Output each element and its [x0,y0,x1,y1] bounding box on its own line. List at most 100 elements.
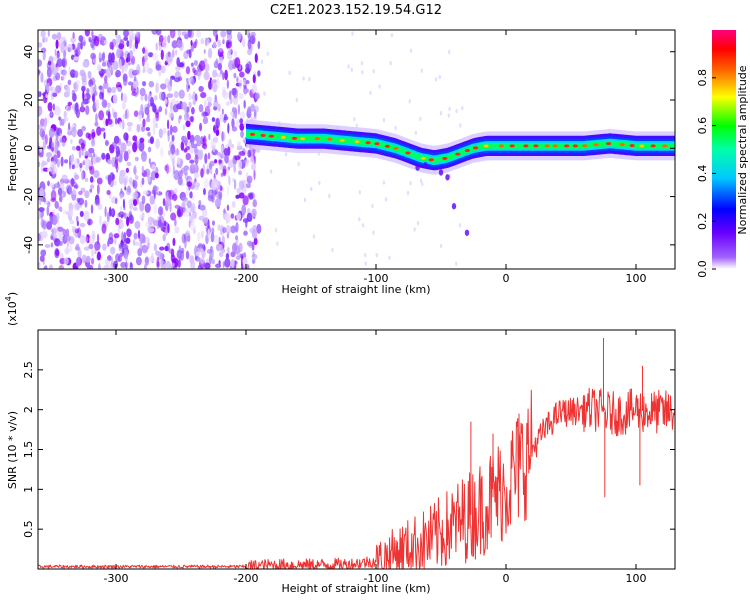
heatmap-cell [77,42,82,50]
heatmap-cell [196,30,202,38]
heatmap-cell [189,159,195,164]
heatmap-cell [107,111,111,122]
heatmap-cell [202,111,209,117]
heatmap-cell [58,230,63,241]
heatmap-cell [133,232,138,240]
heatmap-cell [193,228,196,235]
heatmap-cell [409,48,413,53]
colorbar-tick-label: 0.4 [696,165,709,183]
heatmap-cell [76,145,81,151]
heatmap-cell [84,177,89,183]
heatmap-cell [202,142,208,150]
heatmap-cell [176,249,182,259]
heatmap-cell [121,65,125,74]
heatmap-cell [156,256,160,268]
heatmap-cell [165,195,172,207]
heatmap-cell [226,247,230,254]
heatmap-cell [90,84,93,94]
heatmap-cell [170,144,176,155]
heatmap-cell [207,219,210,229]
heatmap-cell [447,49,451,55]
heatmap-cell [140,95,144,101]
heatmap-cell [43,121,46,132]
heatmap-cell [230,258,235,268]
heatmap-cell [38,161,41,167]
ridge-hotspot [650,144,656,148]
heatmap-cell [206,38,210,45]
y-tick-label: 0.5 [22,520,35,538]
heatmap-cell [288,70,291,76]
heatmap-cell [195,251,201,257]
heatmap-cell [203,71,210,81]
heatmap-cell [104,206,107,218]
heatmap-cell [61,209,67,214]
heatmap-cell [60,156,64,167]
heatmap-cell [185,152,192,161]
heatmap-cell [71,126,77,138]
heatmap-cell [135,31,140,38]
heatmap-cell [158,44,162,52]
heatmap-cell [243,86,248,95]
heatmap-cell [103,81,109,90]
heatmap-cell [166,119,170,130]
heatmap-cell [190,62,194,67]
heatmap-cell [100,127,106,132]
heatmap-cell [58,116,61,121]
heatmap-cell [439,243,443,249]
heatmap-cell [201,111,208,118]
heatmap-cell [361,223,365,228]
heatmap-cell [408,99,411,104]
snr-series [38,337,675,569]
heatmap-cell [375,252,378,258]
heatmap-cell [215,129,220,136]
heatmap-cell [231,242,238,253]
heatmap-cell [123,36,129,41]
ridge-hotspot [405,151,411,155]
heatmap-cell [56,58,63,68]
heatmap-cell [65,228,70,237]
heatmap-cell [221,108,224,115]
heatmap-cell [238,242,243,253]
heatmap-cell [135,256,142,266]
heatmap-cell [106,211,110,223]
heatmap-cell [166,93,174,99]
heatmap-cell [170,212,177,221]
heatmap-cell [246,175,253,184]
ridge-hotspot [420,156,426,160]
heatmap-cell [211,220,215,226]
heatmap-cell [113,233,120,239]
heatmap-cell [167,223,170,234]
heatmap-cell [71,145,76,151]
heatmap-cell [162,210,166,217]
heatmap-cell [233,50,238,58]
heatmap-cell [177,177,183,186]
heatmap-cell [155,250,160,256]
heatmap-cell [147,131,151,137]
heatmap-cell [172,170,175,177]
heatmap-cell [187,85,190,90]
heatmap-cell [124,254,128,262]
heatmap-cell [152,52,159,61]
heatmap-cell [226,30,232,36]
heatmap-cell [219,225,225,236]
heatmap-cell [44,264,48,269]
ridge-hotspot [365,141,371,145]
heatmap-cell [90,248,94,258]
heatmap-cell [177,76,183,81]
heatmap-cell [98,110,105,121]
snr-line [38,387,675,569]
heatmap-cell [104,140,109,147]
heatmap-cell [185,250,190,260]
heatmap-cell [203,178,209,189]
heatmap-cell [47,114,50,123]
heatmap-cell [204,262,211,269]
heatmap-cell [263,91,266,96]
heatmap-cell [188,92,192,101]
heatmap-cell [98,85,103,91]
heatmap-cell [52,209,56,216]
heatmap-cell [85,132,91,139]
heatmap-cell [42,140,47,150]
heatmap-cell [251,84,258,94]
heatmap-cell [220,172,224,177]
heatmap-cell [141,56,145,67]
